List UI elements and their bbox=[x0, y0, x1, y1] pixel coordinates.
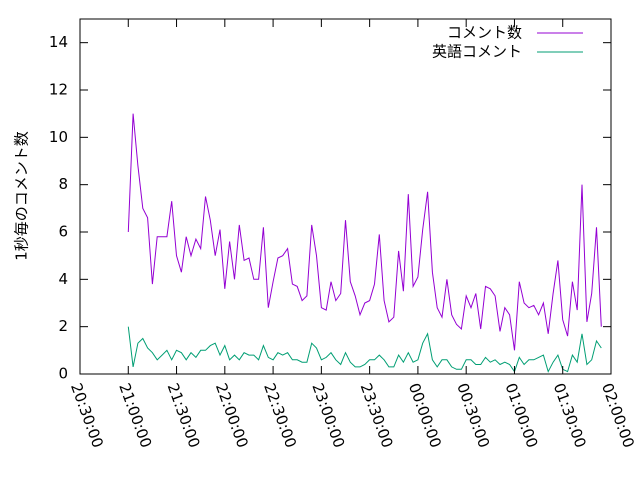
y-tick-label: 14 bbox=[49, 33, 68, 51]
x-tick-label: 01:30:00 bbox=[550, 381, 590, 450]
y-axis-label: 1秒毎のコメント数 bbox=[13, 131, 31, 261]
x-tick-label: 01:00:00 bbox=[501, 381, 541, 450]
x-tick-label: 02:00:00 bbox=[598, 381, 638, 450]
x-tick-label: 21:30:00 bbox=[164, 381, 204, 450]
x-tick-label: 20:30:00 bbox=[67, 381, 107, 450]
y-tick-label: 10 bbox=[49, 128, 68, 146]
x-tick-label: 00:00:00 bbox=[405, 381, 445, 450]
y-tick-label: 8 bbox=[58, 175, 68, 193]
x-tick-label: 00:30:00 bbox=[453, 381, 493, 450]
x-tick-label: 21:00:00 bbox=[115, 381, 155, 450]
series-line-2 bbox=[127, 326, 602, 373]
y-tick-label: 0 bbox=[58, 365, 68, 383]
x-tick-label: 23:00:00 bbox=[308, 381, 348, 450]
y-tick-label: 6 bbox=[58, 223, 68, 241]
y-tick-label: 2 bbox=[58, 317, 68, 335]
series-line-1 bbox=[127, 113, 602, 351]
legend-label: 英語コメント bbox=[432, 43, 522, 61]
plot-frame bbox=[79, 18, 612, 375]
x-tick-label: 22:00:00 bbox=[212, 381, 252, 450]
x-tick-label: 22:30:00 bbox=[260, 381, 300, 450]
x-tick-label: 23:30:00 bbox=[357, 381, 397, 450]
y-tick-label: 12 bbox=[49, 81, 68, 99]
y-tick-label: 4 bbox=[58, 270, 68, 288]
axis-layer: 0 2 4 6 8 10 12 14 20:30:00 21:00:00 21:30:00 22:00… bbox=[49, 19, 638, 450]
series-layer bbox=[127, 113, 602, 373]
legend-label: コメント数 bbox=[447, 24, 522, 42]
